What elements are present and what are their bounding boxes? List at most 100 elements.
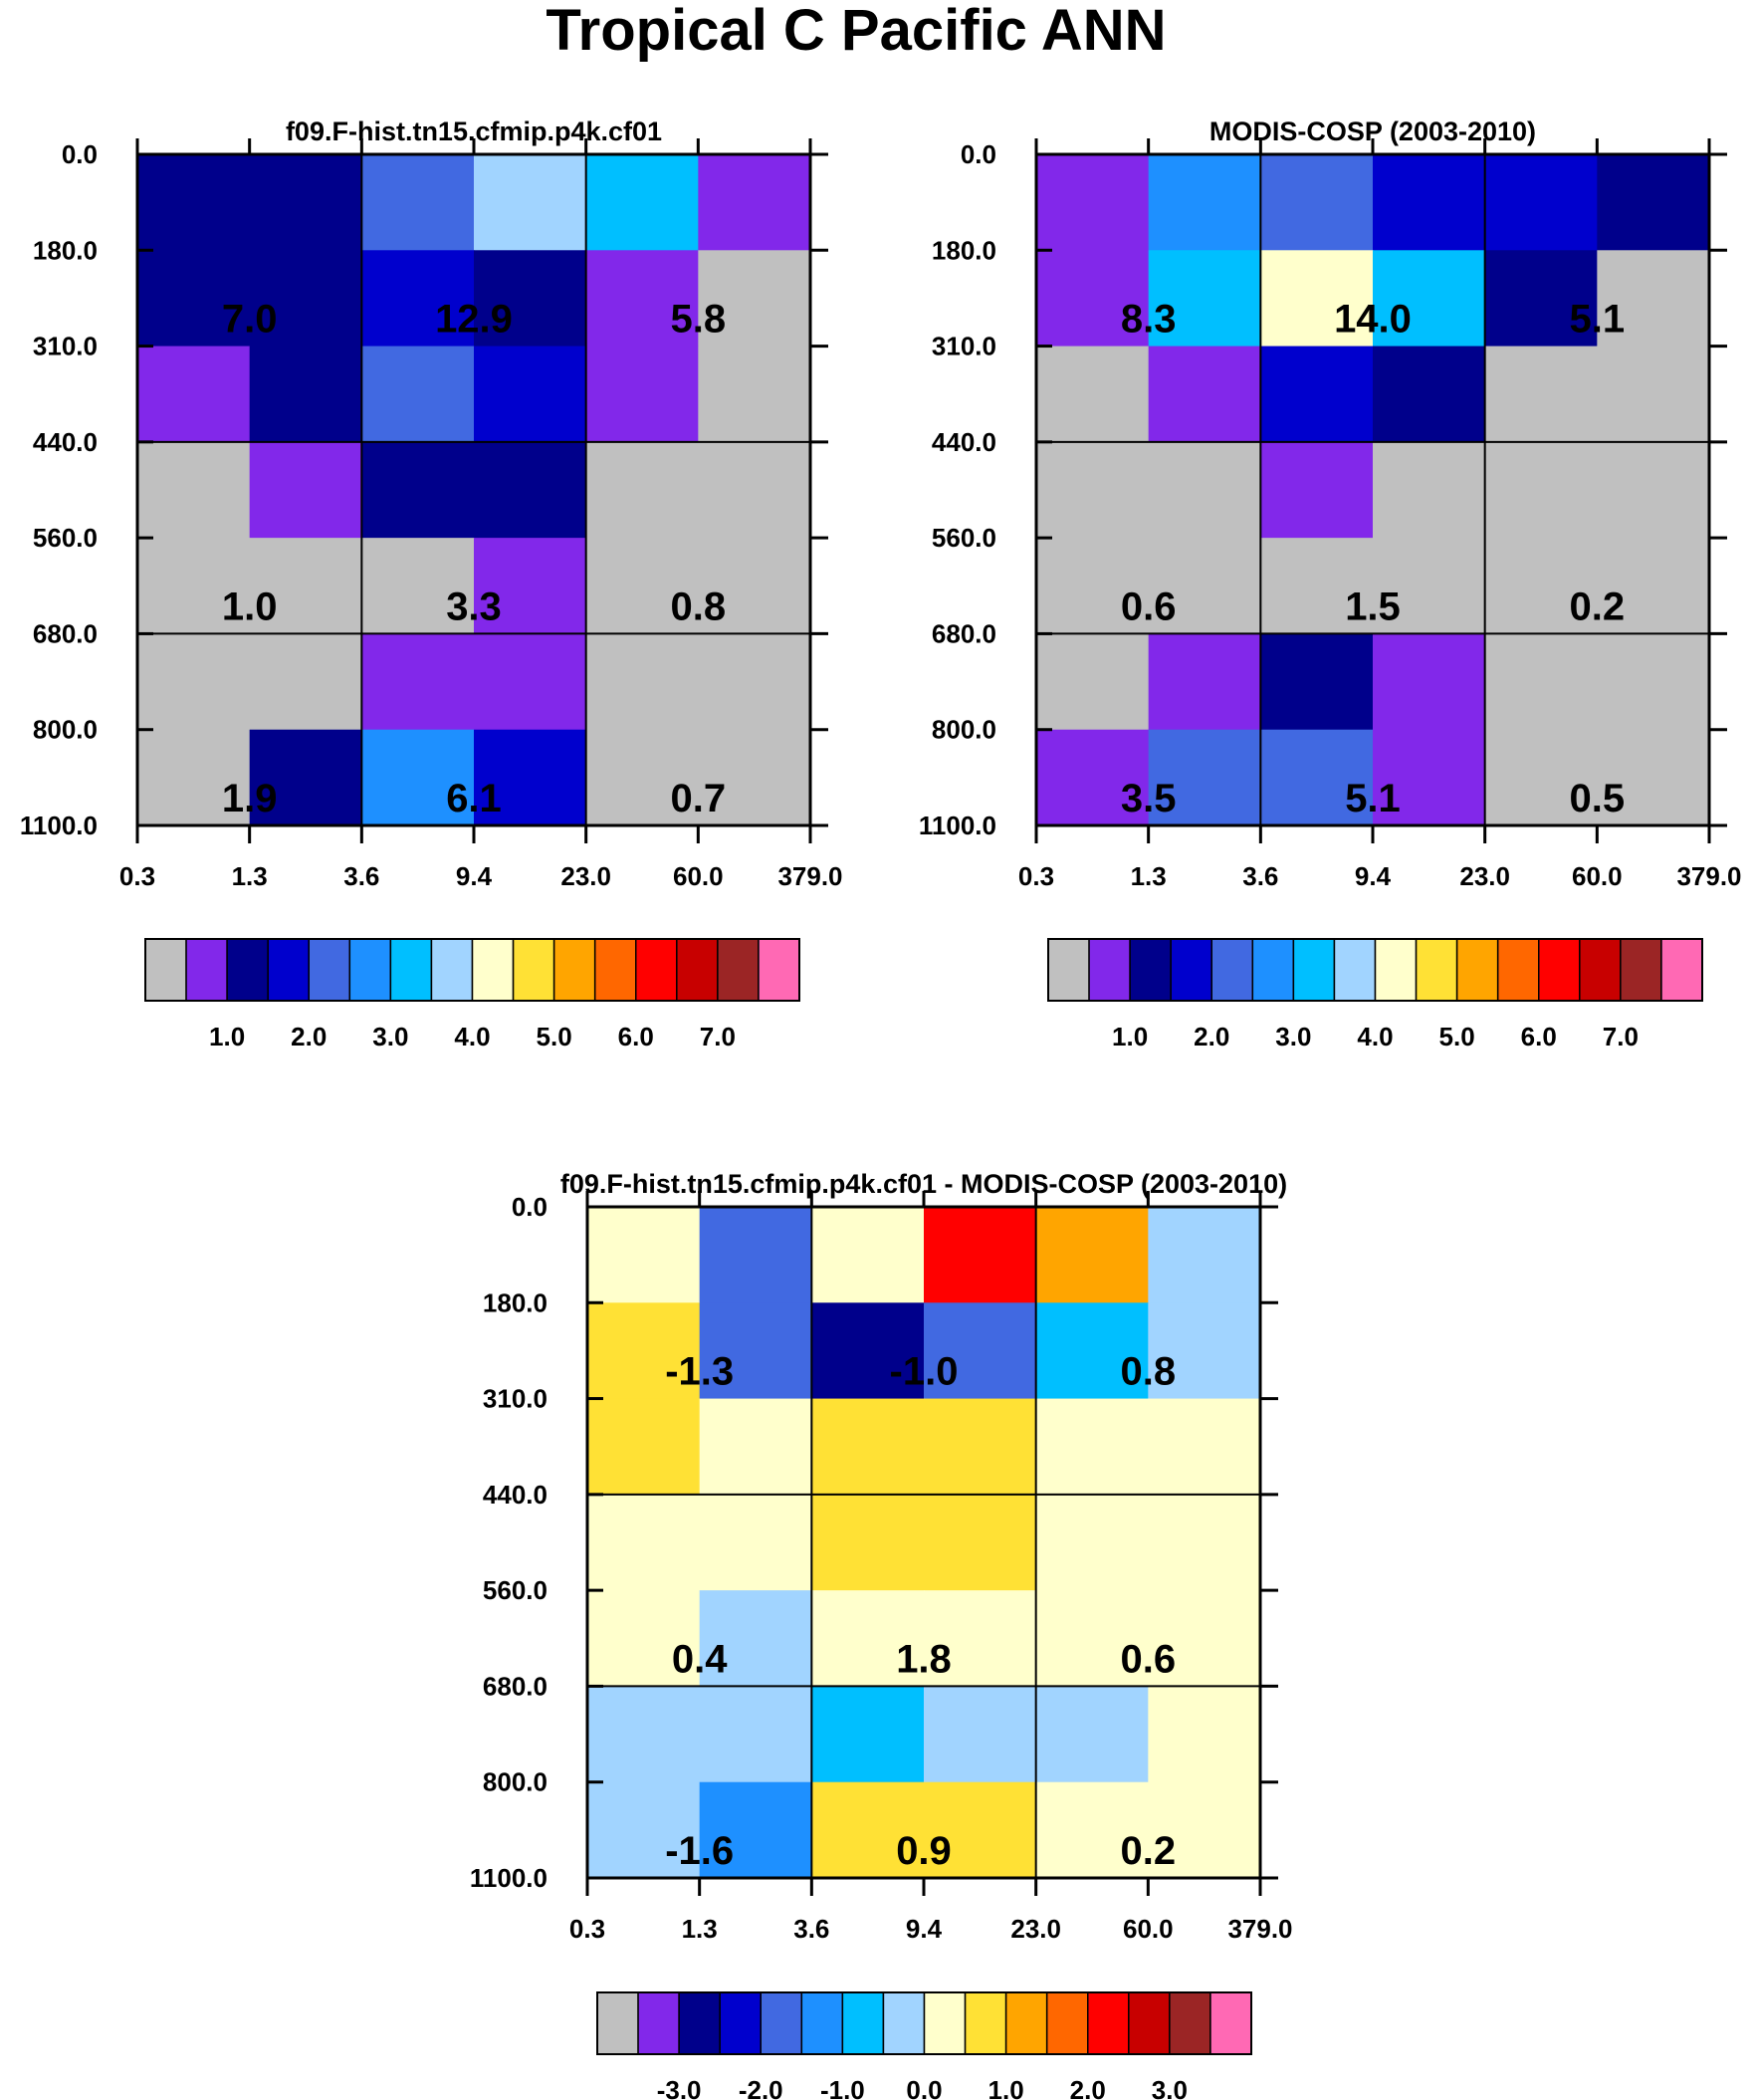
colorbar-swatch (1538, 938, 1581, 1002)
y-tick-label: 0.0 (62, 139, 98, 169)
heatmap-cell (361, 250, 475, 348)
heatmap-cell (1373, 154, 1486, 251)
x-tick-label: 379.0 (1227, 1914, 1292, 1944)
colorbar-swatch (800, 1991, 844, 2055)
panel-model: f09.F-hist.tn15.cfmip.p4k.cf010.0180.031… (20, 117, 843, 1051)
colorbar-swatch (267, 938, 310, 1002)
colorbar-swatch (637, 1991, 680, 2055)
heatmap-cell (1597, 441, 1710, 539)
colorbar-swatch (471, 938, 515, 1002)
y-tick-label: 1100.0 (470, 1863, 548, 1893)
heatmap-cell (811, 1494, 925, 1591)
block-value-label: 8.3 (1121, 298, 1177, 342)
y-tick-label: 560.0 (483, 1575, 548, 1605)
colorbar-swatch (226, 938, 269, 1002)
heatmap-cell (1036, 346, 1150, 443)
heatmap-cell (1148, 441, 1261, 539)
y-tick-label: 440.0 (483, 1480, 548, 1510)
colorbar-label: 3.0 (372, 1022, 408, 1051)
y-tick-label: 560.0 (33, 523, 98, 553)
heatmap-cell (698, 154, 811, 251)
heatmap-cell (585, 633, 699, 731)
colorbar-swatch (758, 938, 800, 1002)
x-tick-label: 23.0 (560, 861, 611, 891)
heatmap-cell (1484, 633, 1598, 731)
heatmap-cell (1035, 1207, 1149, 1303)
heatmap-cell (1373, 729, 1486, 826)
y-tick-label: 180.0 (483, 1287, 548, 1317)
colorbar-label: -1.0 (820, 2075, 865, 2100)
block-value-label: 5.1 (1570, 298, 1626, 342)
heatmap-cell (1148, 1398, 1261, 1496)
x-tick-label: 1.3 (1131, 861, 1167, 891)
heatmap-cell (924, 1302, 1037, 1400)
block-value-label: -1.0 (890, 1350, 959, 1394)
block-value-label: 0.5 (1570, 777, 1626, 820)
colorbar-frame (596, 1991, 1252, 2055)
colorbar-label: 1.0 (209, 1022, 245, 1051)
heatmap-cell (585, 729, 699, 826)
block-value-label: 3.5 (1121, 777, 1177, 820)
block-value-label: 0.6 (1121, 1637, 1177, 1681)
heatmap-cell (1035, 1398, 1149, 1496)
heatmap-cell (924, 1686, 1037, 1783)
heatmap-cell (249, 633, 362, 731)
heatmap-cell (1148, 1494, 1261, 1591)
colorbar-swatch (882, 1991, 926, 2055)
heatmap-cell (698, 250, 811, 348)
block-value-label: 1.5 (1345, 584, 1401, 628)
block-value-label: 14.0 (1334, 298, 1412, 342)
heatmap-cell (474, 346, 587, 443)
heatmap-cell (1597, 250, 1710, 348)
heatmap-cell (1148, 729, 1261, 826)
heatmap-cell (137, 250, 251, 348)
x-tick-label: 0.3 (569, 1914, 605, 1944)
colorbar-label: 4.0 (1357, 1022, 1393, 1051)
heatmap-cell (361, 729, 475, 826)
heatmap-cell (1373, 633, 1486, 731)
colorbar-label: 1.0 (988, 2075, 1024, 2100)
block-value-label: 5.1 (1345, 777, 1401, 820)
block-value-label: 0.6 (1121, 584, 1177, 628)
y-tick-label: 0.0 (961, 139, 996, 169)
y-tick-label: 680.0 (33, 618, 98, 648)
colorbar-swatch (1210, 938, 1254, 1002)
block-value-label: 1.8 (896, 1637, 952, 1681)
heatmap-cell (137, 441, 251, 539)
y-tick-label: 800.0 (483, 1767, 548, 1797)
figure-title: Tropical C Pacific ANN (546, 0, 1166, 63)
block-value-label: 0.2 (1121, 1829, 1177, 1873)
heatmap-cell (361, 154, 475, 251)
heatmap-cell (1036, 729, 1150, 826)
x-tick-label: 23.0 (1010, 1914, 1061, 1944)
block-value-label: 0.4 (672, 1637, 728, 1681)
heatmap-cell (249, 154, 362, 251)
heatmap-cell (1373, 538, 1486, 635)
y-tick-label: 800.0 (33, 715, 98, 745)
x-tick-label: 9.4 (456, 861, 493, 891)
heatmap-cell (811, 1781, 925, 1879)
heatmap-cell (1484, 154, 1598, 251)
colorbar-label: 4.0 (454, 1022, 490, 1051)
heatmap-cell (1373, 250, 1486, 348)
block-value-label: 0.8 (671, 584, 727, 628)
heatmap-cell (1036, 633, 1150, 731)
heatmap-cell (361, 346, 475, 443)
heatmap-cell (699, 1781, 812, 1879)
heatmap-cell (474, 441, 587, 539)
heatmap-cell (249, 250, 362, 348)
heatmap-cell (924, 1590, 1037, 1688)
block-value-label: 12.9 (435, 298, 513, 342)
colorbar-label: 6.0 (1521, 1022, 1557, 1051)
colorbar-label: -3.0 (657, 2075, 702, 2100)
colorbar-swatch (1292, 938, 1336, 1002)
heatmap-cell (699, 1398, 812, 1496)
block-value-label: 7.0 (222, 298, 278, 342)
heatmap-cell (474, 250, 587, 348)
heatmap-cell (587, 1781, 701, 1879)
heatmap-cell (1148, 250, 1261, 348)
heatmap-cell (1597, 346, 1710, 443)
heatmap-cell (137, 633, 251, 731)
heatmap-cell (137, 538, 251, 635)
